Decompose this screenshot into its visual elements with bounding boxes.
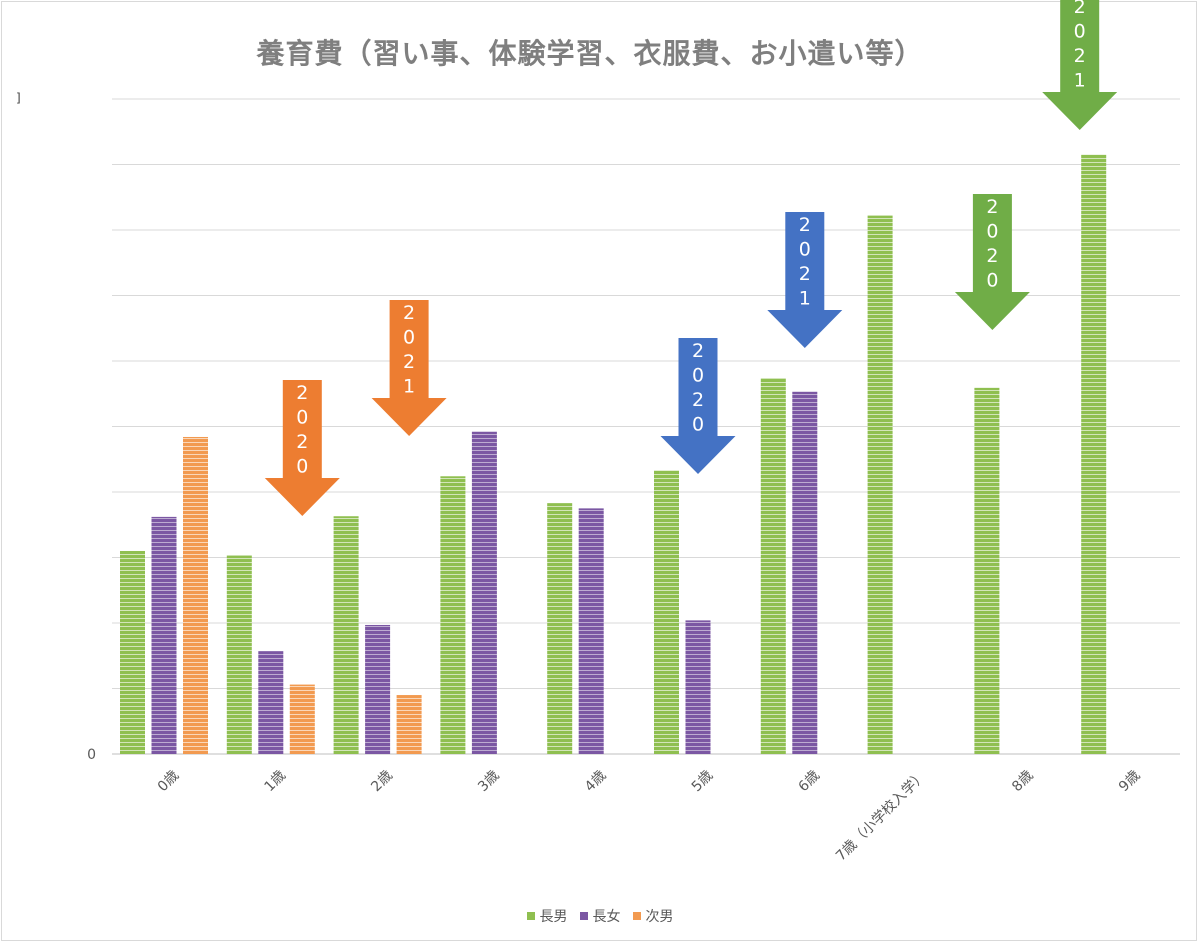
bar-長女-2 [365, 624, 391, 754]
x-tick-label: 7歳（小学校入学） [832, 767, 930, 865]
bar-長男-3 [440, 476, 466, 754]
x-tick-label: 5歳 [689, 768, 717, 796]
legend-swatch [632, 912, 641, 920]
bar-次男-0 [183, 436, 208, 754]
legend-label: 次男 [645, 909, 674, 925]
x-tick-label: 2歳 [368, 768, 396, 796]
chart-legend: 長男 長女 次男 [0, 906, 1200, 926]
arrow-shape [767, 212, 843, 348]
x-tick-label: 3歳 [475, 768, 503, 796]
bar-長女-1 [258, 651, 284, 754]
bar-長女-5 [685, 620, 711, 754]
arrow-shape [1042, 0, 1118, 130]
arrow-shape [660, 338, 736, 474]
chart-title: 養育費（習い事、体験学習、衣服費、お小遣い等） [256, 37, 924, 70]
legend-swatch [526, 912, 535, 920]
legend-label: 長女 [592, 909, 621, 925]
bar-長男-7 [867, 215, 893, 755]
legend-swatch [579, 912, 588, 920]
x-tick-label: 0歳 [155, 768, 183, 796]
bar-長女-0 [151, 516, 177, 754]
bar-長男-2 [333, 516, 359, 754]
x-tick-label: 6歳 [796, 768, 824, 796]
bar-次男-2 [396, 695, 422, 754]
bar-長男-0 [120, 550, 145, 754]
bar-長男-8 [974, 387, 1000, 754]
bar-長男-6 [760, 378, 786, 754]
stray-mark: ] [16, 91, 21, 105]
bar-長男-4 [547, 503, 573, 754]
bar-次男-1 [289, 684, 315, 754]
legend-label: 長男 [539, 909, 568, 925]
bar-長男-5 [654, 470, 679, 754]
arrow-shape [954, 194, 1030, 330]
bar-長男-1 [226, 555, 252, 754]
x-tick-label: 1歳 [262, 768, 290, 796]
legend-item: 次男 [632, 906, 674, 926]
x-tick-label: 9歳 [1116, 768, 1144, 796]
x-tick-label: 8歳 [1009, 768, 1037, 796]
bar-長女-6 [792, 391, 818, 754]
bar-長男-9 [1081, 154, 1107, 755]
bar-長女-4 [578, 508, 604, 754]
arrow-shape [264, 380, 340, 516]
legend-item: 長男 [526, 906, 568, 926]
arrow-shape [371, 300, 447, 436]
x-tick-label: 4歳 [582, 768, 610, 796]
y-tick-label: 0 [87, 747, 96, 763]
legend-item: 長女 [579, 906, 621, 926]
bar-長女-3 [471, 431, 497, 754]
